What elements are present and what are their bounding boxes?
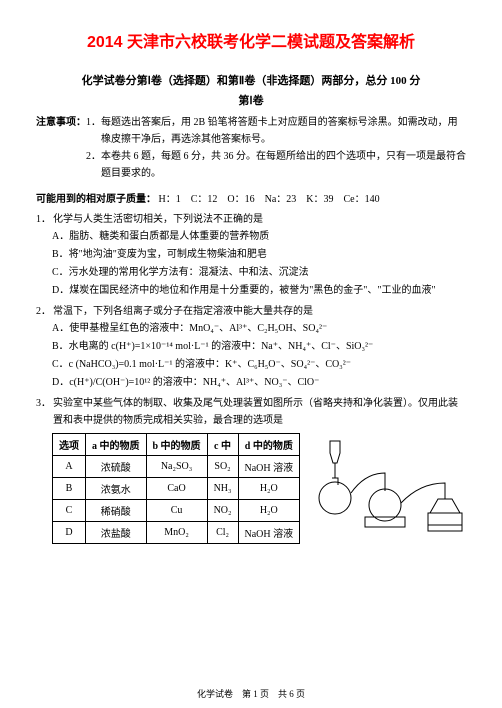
main-title: 2014 天津市六校联考化学二模试题及答案解析 xyxy=(36,28,466,52)
table-cell: A xyxy=(53,456,86,478)
q1-opt-b: B．将"地沟油"变废为宝，可制成生物柴油和肥皂 xyxy=(52,246,466,263)
notice1-num: 1． xyxy=(86,114,101,148)
table-cell: 浓盐酸 xyxy=(86,522,147,544)
table-cell: 浓硫酸 xyxy=(86,456,147,478)
q3-num: 3． xyxy=(36,395,51,429)
q1-opt-c: C．污水处理的常用化学方法有：混凝法、中和法、沉淀法 xyxy=(52,264,466,281)
table-cell: CaO xyxy=(146,478,207,500)
mass-values: H：1 C：12 O：16 Na：23 K：39 Ce：140 xyxy=(159,194,380,205)
q1-stem: 化学与人类生活密切相关，下列说法不正确的是 xyxy=(53,211,263,228)
q3-stem: 实验室中某些气体的制取、收集及尾气处理装置如图所示（省略夹持和净化装置）。仅用此… xyxy=(53,395,466,429)
mass-label: 可能用到的相对原子质量： xyxy=(36,194,156,205)
notice2-text: 本卷共 6 题，每题 6 分，共 36 分。在每题所给出的四个选项中，只有一项是… xyxy=(101,148,466,182)
table-cell: H₂O xyxy=(238,478,300,500)
table-cell: 浓氨水 xyxy=(86,478,147,500)
q1-opt-a: A．脂肪、糖类和蛋白质都是人体重要的营养物质 xyxy=(52,228,466,245)
table-row: D浓盐酸MnO₂Cl₂NaOH 溶液 xyxy=(53,522,300,544)
question-2: 2． 常温下，下列各组离子或分子在指定溶液中能大量共存的是 A．使甲基橙呈红色的… xyxy=(36,303,466,391)
notice1-text: 每题选出答案后，用 2B 铅笔将答题卡上对应题目的答案标号涂黑。如需改动，用橡皮… xyxy=(101,114,466,148)
page-footer: 化学试卷 第 1 页 共 6 页 xyxy=(0,687,502,700)
table-header: a 中的物质 xyxy=(86,434,147,456)
table-cell: NaOH 溶液 xyxy=(238,456,300,478)
table-cell: SO₂ xyxy=(207,456,238,478)
table-cell: MnO₂ xyxy=(146,522,207,544)
options-table: 选项a 中的物质b 中的物质c 中d 中的物质 A浓硫酸Na₂SO₃SO₂NaO… xyxy=(52,433,300,544)
notice2-num: 2． xyxy=(86,148,101,182)
notice-block: 注意事项： 1． 每题选出答案后，用 2B 铅笔将答题卡上对应题目的答案标号涂黑… xyxy=(36,114,466,182)
table-row: B浓氨水CaONH₃H₂O xyxy=(53,478,300,500)
table-cell: D xyxy=(53,522,86,544)
subtitle: 化学试卷分第Ⅰ卷（选择题）和第Ⅱ卷（非选择题）两部分，总分 100 分 xyxy=(36,72,466,88)
apparatus-diagram xyxy=(310,433,490,558)
q1-num: 1． xyxy=(36,211,51,228)
table-row: C稀硝酸CuNO₂H₂O xyxy=(53,500,300,522)
table-cell: NO₂ xyxy=(207,500,238,522)
question-3: 3． 实验室中某些气体的制取、收集及尾气处理装置如图所示（省略夹持和净化装置）。… xyxy=(36,395,466,429)
table-row: A浓硫酸Na₂SO₃SO₂NaOH 溶液 xyxy=(53,456,300,478)
table-cell: Cl₂ xyxy=(207,522,238,544)
table-cell: 稀硝酸 xyxy=(86,500,147,522)
q2-opt-a: A．使甲基橙呈红色的溶液中：MnO₄⁻、Al³⁺、C₂H₅OH、SO₄²⁻ xyxy=(52,320,466,337)
q2-opt-c: C．c (NaHCO₃)=0.1 mol·L⁻¹ 的溶液中：K⁺、C₆H₅O⁻、… xyxy=(52,356,466,373)
table-cell: Na₂SO₃ xyxy=(146,456,207,478)
table-cell: NH₃ xyxy=(207,478,238,500)
table-cell: Cu xyxy=(146,500,207,522)
q1-opt-d: D．煤炭在国民经济中的地位和作用是十分重要的，被誉为"黑色的金子"、"工业的血液… xyxy=(52,282,466,299)
q2-opt-b: B．水电离的 c(H⁺)=1×10⁻¹⁴ mol·L⁻¹ 的溶液中：Na⁺、NH… xyxy=(52,338,466,355)
table-cell: B xyxy=(53,478,86,500)
q2-stem: 常温下，下列各组离子或分子在指定溶液中能大量共存的是 xyxy=(53,303,313,320)
table-header: c 中 xyxy=(207,434,238,456)
question-1: 1． 化学与人类生活密切相关，下列说法不正确的是 A．脂肪、糖类和蛋白质都是人体… xyxy=(36,211,466,299)
table-header: d 中的物质 xyxy=(238,434,300,456)
table-cell: H₂O xyxy=(238,500,300,522)
q2-num: 2． xyxy=(36,303,51,320)
mass-line: 可能用到的相对原子质量： H：1 C：12 O：16 Na：23 K：39 Ce… xyxy=(36,190,466,205)
table-cell: NaOH 溶液 xyxy=(238,522,300,544)
table-and-diagram: 选项a 中的物质b 中的物质c 中d 中的物质 A浓硫酸Na₂SO₃SO₂NaO… xyxy=(36,433,466,558)
table-header: 选项 xyxy=(53,434,86,456)
notice-spacer xyxy=(36,148,86,182)
table-header: b 中的物质 xyxy=(146,434,207,456)
part-label: 第Ⅰ卷 xyxy=(36,92,466,108)
table-cell: C xyxy=(53,500,86,522)
q2-opt-d: D．c(H⁺)/C(OH⁻)=10¹² 的溶液中：NH₄⁺、Al³⁺、NO₃⁻、… xyxy=(52,374,466,391)
notice-label: 注意事项： xyxy=(36,114,86,148)
